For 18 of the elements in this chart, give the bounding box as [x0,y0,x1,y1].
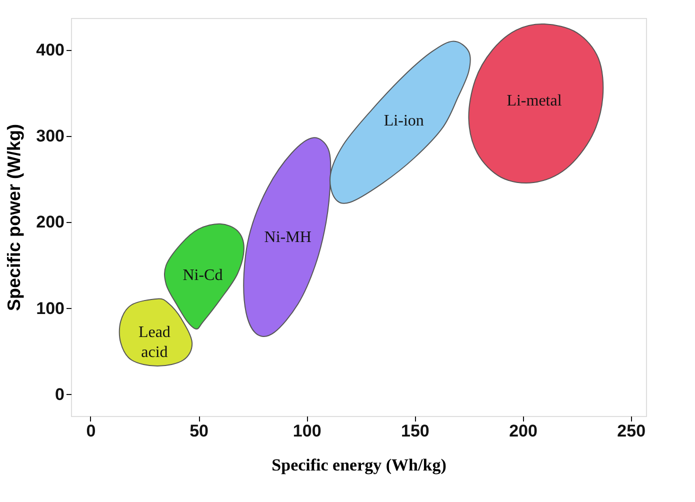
x-tick-label: 150 [401,422,430,440]
y-tick-label: 200 [36,212,64,232]
series-label: Ni-MH [264,229,312,246]
y-tick-label: 300 [36,126,64,146]
y-axis-title: Specific power (W/kg) [4,124,24,312]
x-tick-label: 200 [509,422,538,440]
x-tick-label: 50 [190,422,208,440]
x-axis-title: Specific energy (Wh/kg) [272,456,446,474]
x-tick-label: 100 [292,422,322,440]
series-label: Li-ion [384,112,424,130]
series-label: Ni-Cd [182,267,223,284]
x-tick-label: 250 [617,422,646,440]
y-tick-label: 400 [36,40,64,60]
x-tick-label: 0 [86,422,96,440]
y-tick-label: 100 [36,298,64,318]
series-label: Li-metal [506,92,562,110]
y-tick-label: 0 [55,384,64,404]
series-label: Lead acid [138,324,170,361]
